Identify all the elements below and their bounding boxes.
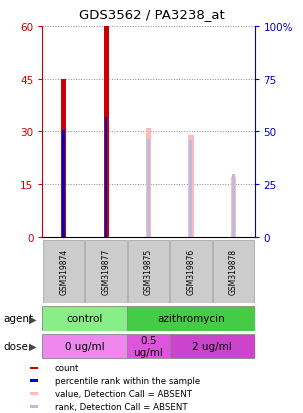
Text: control: control bbox=[67, 313, 103, 324]
Bar bbox=[104, 27, 108, 237]
Bar bbox=[105, 118, 108, 237]
FancyBboxPatch shape bbox=[30, 367, 38, 369]
Text: percentile rank within the sample: percentile rank within the sample bbox=[55, 376, 200, 385]
Text: GSM319878: GSM319878 bbox=[229, 249, 238, 294]
FancyBboxPatch shape bbox=[127, 334, 170, 358]
Text: 0.5
ug/ml: 0.5 ug/ml bbox=[134, 335, 163, 357]
Text: ▶: ▶ bbox=[29, 341, 36, 351]
Text: count: count bbox=[55, 363, 79, 372]
FancyBboxPatch shape bbox=[43, 240, 85, 303]
Bar bbox=[189, 141, 192, 237]
FancyBboxPatch shape bbox=[30, 406, 38, 408]
Bar bbox=[231, 178, 236, 237]
Text: 0 ug/ml: 0 ug/ml bbox=[65, 341, 105, 351]
Bar bbox=[62, 131, 65, 237]
FancyBboxPatch shape bbox=[42, 334, 127, 358]
FancyBboxPatch shape bbox=[212, 240, 254, 303]
FancyBboxPatch shape bbox=[170, 240, 212, 303]
Text: azithromycin: azithromycin bbox=[157, 313, 225, 324]
FancyBboxPatch shape bbox=[30, 380, 38, 382]
Text: GSM319877: GSM319877 bbox=[102, 249, 111, 294]
Text: ▶: ▶ bbox=[29, 313, 36, 324]
Text: value, Detection Call = ABSENT: value, Detection Call = ABSENT bbox=[55, 389, 192, 398]
Text: dose: dose bbox=[3, 341, 28, 351]
Bar bbox=[147, 139, 150, 237]
FancyBboxPatch shape bbox=[127, 306, 255, 331]
Bar bbox=[232, 174, 235, 237]
Bar bbox=[61, 79, 66, 237]
Bar bbox=[188, 135, 194, 237]
FancyBboxPatch shape bbox=[30, 392, 38, 395]
FancyBboxPatch shape bbox=[128, 240, 169, 303]
Text: GDS3562 / PA3238_at: GDS3562 / PA3238_at bbox=[78, 8, 225, 21]
Text: agent: agent bbox=[3, 313, 33, 324]
Text: rank, Detection Call = ABSENT: rank, Detection Call = ABSENT bbox=[55, 402, 188, 411]
Text: GSM319876: GSM319876 bbox=[186, 249, 195, 294]
FancyBboxPatch shape bbox=[85, 240, 127, 303]
Bar bbox=[146, 128, 151, 237]
Text: GSM319874: GSM319874 bbox=[59, 249, 68, 294]
FancyBboxPatch shape bbox=[170, 334, 255, 358]
Text: 2 ug/ml: 2 ug/ml bbox=[192, 341, 232, 351]
Text: GSM319875: GSM319875 bbox=[144, 249, 153, 294]
FancyBboxPatch shape bbox=[42, 306, 127, 331]
